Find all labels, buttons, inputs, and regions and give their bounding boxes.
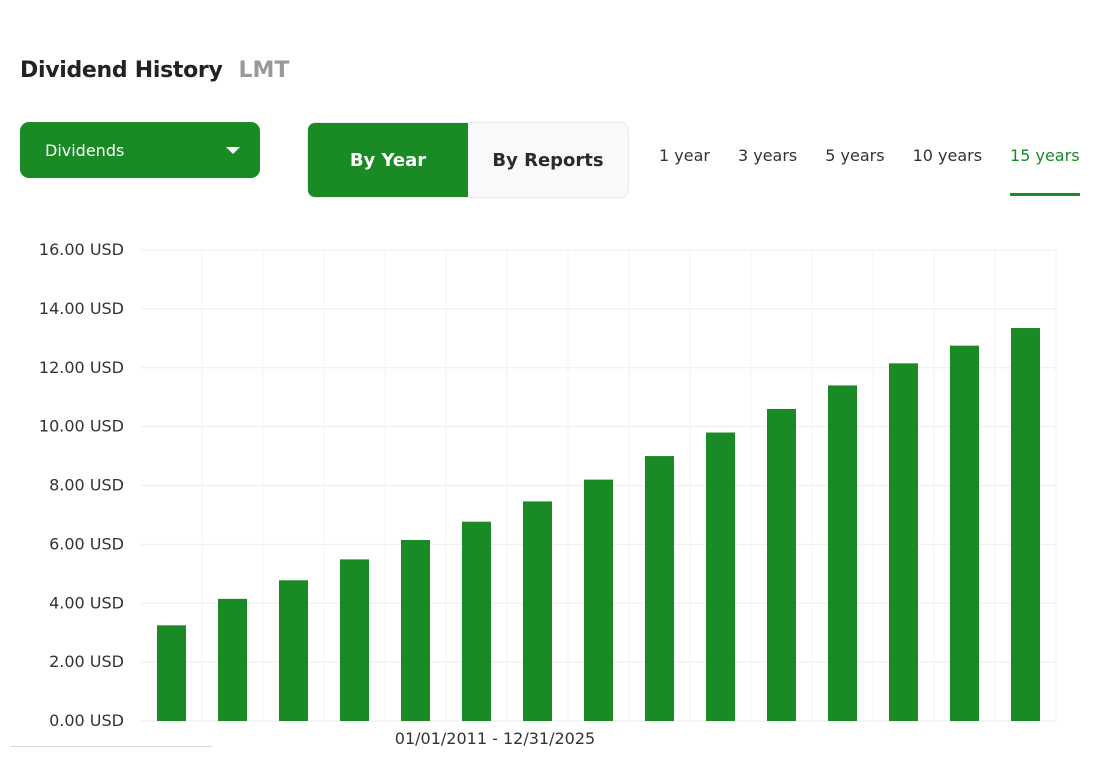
view-toggle: By Year By Reports — [307, 122, 629, 198]
page-title: Dividend History — [20, 58, 223, 83]
bar-2015[interactable] — [401, 539, 430, 721]
bar-2019[interactable] — [645, 456, 674, 721]
title-row: Dividend History LMT — [20, 58, 289, 83]
bar-2022[interactable] — [828, 385, 857, 721]
bars — [157, 328, 1040, 721]
bar-2011[interactable] — [157, 625, 186, 721]
ticker-symbol: LMT — [238, 58, 290, 83]
range-tabs: 1 year 3 years 5 years 10 years 15 years — [659, 146, 1080, 196]
bar-2013[interactable] — [279, 580, 308, 721]
by-year-button[interactable]: By Year — [308, 123, 468, 197]
caret-down-icon — [226, 146, 240, 154]
x-axis-date-range: 01/01/2011 - 12/31/2025 — [395, 729, 595, 748]
range-tab-10-years[interactable]: 10 years — [912, 146, 983, 165]
y-axis-labels: 0.00 USD 2.00 USD 4.00 USD 6.00 USD 8.00 USD… — [39, 240, 124, 730]
y-tick-label: 12.00 USD — [39, 358, 124, 377]
range-tab-5-years[interactable]: 5 years — [825, 146, 885, 165]
bar-2017[interactable] — [523, 501, 552, 721]
bar-2024[interactable] — [950, 345, 979, 721]
metric-dropdown-label: Dividends — [45, 140, 125, 160]
bar-2025[interactable] — [1011, 328, 1040, 721]
range-tab-1-year[interactable]: 1 year — [659, 146, 710, 165]
range-tab-3-years[interactable]: 3 years — [737, 146, 798, 165]
bar-2018[interactable] — [584, 479, 613, 721]
bar-2012[interactable] — [218, 598, 247, 721]
y-tick-label: 10.00 USD — [39, 417, 124, 436]
bar-2014[interactable] — [340, 559, 369, 721]
divider — [10, 746, 212, 747]
bar-2021[interactable] — [767, 408, 796, 721]
y-tick-label: 16.00 USD — [39, 240, 124, 259]
bar-2020[interactable] — [706, 432, 735, 721]
by-reports-button[interactable]: By Reports — [492, 149, 604, 171]
y-tick-label: 0.00 USD — [49, 711, 124, 730]
bar-2016[interactable] — [462, 521, 491, 721]
bar-2023[interactable] — [889, 363, 918, 721]
y-tick-label: 14.00 USD — [39, 299, 124, 318]
y-tick-label: 4.00 USD — [49, 593, 124, 612]
y-tick-label: 8.00 USD — [49, 476, 124, 495]
y-tick-label: 6.00 USD — [49, 534, 124, 553]
metric-dropdown[interactable]: Dividends — [20, 122, 260, 178]
y-tick-label: 2.00 USD — [49, 652, 124, 671]
range-tab-15-years[interactable]: 15 years — [1010, 146, 1080, 196]
